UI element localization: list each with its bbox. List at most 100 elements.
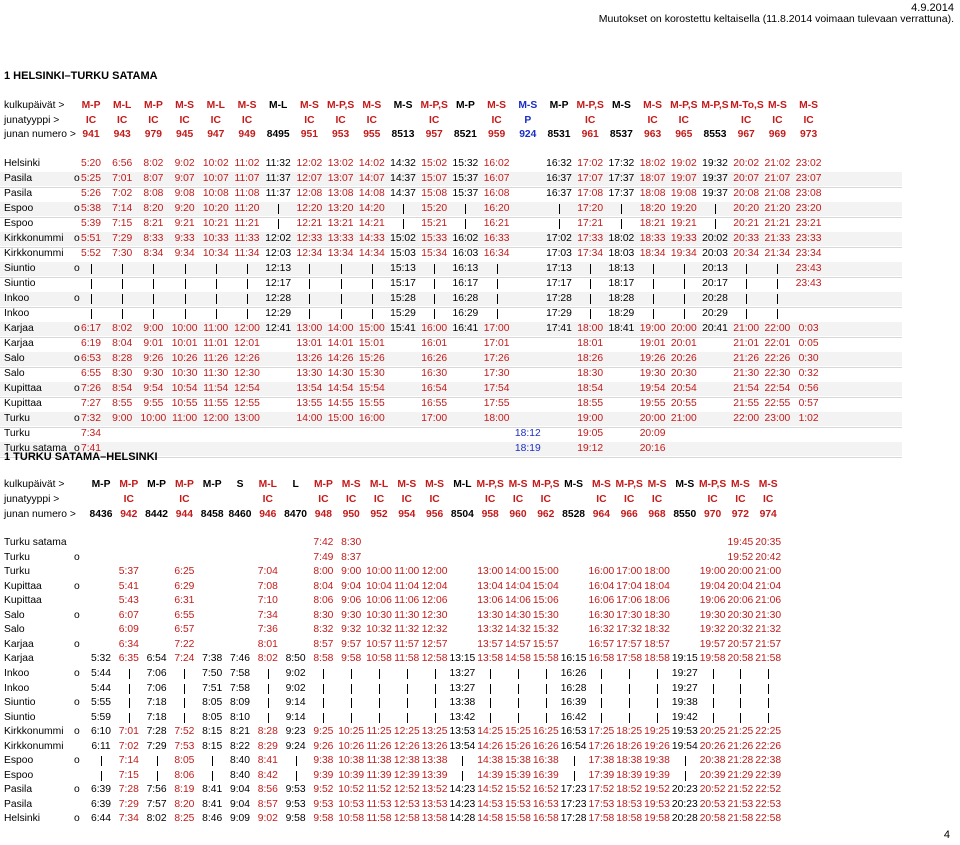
pass-through-mark [559, 204, 560, 214]
time-cell: 21:00 [670, 413, 697, 424]
time-cell: 10:39 [338, 769, 365, 781]
time-cell: 8:28 [112, 353, 133, 364]
time-cell: 15:08 [421, 188, 448, 199]
time-cell: 10:38 [338, 755, 365, 767]
time-cell: 15:17 [390, 278, 416, 289]
pass-through-mark [740, 712, 742, 723]
time-cell: 15:38 [505, 755, 531, 767]
pass-through-mark [184, 668, 186, 679]
station-name: Inkoo [4, 667, 30, 679]
time-cell: 12:04 [421, 580, 448, 592]
pass-through-mark [629, 683, 631, 694]
pass-through-mark [684, 756, 686, 767]
header-cell: M-P,S [420, 100, 448, 111]
time-cell: 15:28 [390, 293, 416, 304]
table-row: Kirkkonummi 6:11 7:02 7:29 7:53 8:15 8:22 8:29 9… [0, 740, 960, 754]
time-cell: 5:25 [80, 173, 102, 184]
station-name: Kupittaa [4, 398, 42, 409]
time-cell: 19:27 [671, 667, 698, 679]
time-cell: 15:32 [452, 158, 479, 169]
time-cell: 5:41 [118, 580, 139, 592]
time-cell: 19:42 [671, 711, 698, 723]
time-cell: 20:23 [671, 798, 698, 810]
time-cell: 15:37 [452, 173, 479, 184]
time-cell: 16:07 [483, 173, 510, 184]
time-cell: 20:26 [699, 740, 726, 752]
time-cell: 22:26 [755, 740, 782, 752]
time-cell: 20:54 [670, 383, 697, 394]
time-cell: 20:20 [733, 203, 760, 214]
time-cell: 19:20 [670, 203, 697, 214]
header-cell: 950 [342, 508, 360, 520]
pass-through-mark [309, 309, 311, 319]
time-cell: 17:37 [608, 188, 635, 199]
time-cell: 9:21 [174, 218, 195, 229]
time-cell: 21:00 [755, 566, 782, 578]
time-cell: 19:52 [644, 784, 670, 796]
pass-through-mark [340, 279, 342, 289]
header-cell: IC [346, 493, 357, 505]
time-cell: 17:06 [616, 595, 643, 607]
time-cell: 11:07 [234, 173, 260, 184]
time-cell: 17:30 [616, 609, 643, 621]
time-cell: 16:33 [483, 233, 510, 244]
header-cell: 942 [120, 508, 138, 520]
time-cell: 7:34 [257, 609, 278, 621]
change-note: Muutokset on korostettu keltaisella (11.… [598, 13, 954, 25]
time-cell: 18:06 [644, 595, 670, 607]
row-stripe [0, 172, 902, 186]
pass-through-mark [434, 712, 436, 723]
time-cell: 8:05 [202, 697, 223, 709]
time-cell: 17:29 [546, 308, 572, 319]
time-cell: 19:07 [670, 173, 697, 184]
time-cell: 15:54 [358, 383, 385, 394]
time-cell: 13:26 [421, 740, 448, 752]
table-row: Siuntio 12:17 15:17 16:17 17:17 18:17 20:17 23:… [0, 277, 960, 291]
time-cell: 17:52 [588, 784, 615, 796]
time-cell: 7:57 [146, 798, 167, 810]
time-cell: 22:54 [764, 383, 791, 394]
time-cell: 19:30 [699, 609, 726, 621]
pass-through-mark [153, 294, 155, 304]
header-cell: IC [624, 493, 635, 505]
time-cell: 19:04 [699, 580, 726, 592]
time-cell: 8:06 [313, 595, 334, 607]
time-cell: 7:49 [313, 551, 334, 563]
pass-through-mark [657, 683, 658, 694]
station-name: Turku satama [4, 537, 67, 548]
time-cell: 22:00 [764, 323, 791, 334]
time-cell: 14:21 [358, 218, 385, 229]
time-cell: 16:01 [421, 338, 448, 349]
time-cell: 10:58 [366, 653, 392, 665]
time-cell: 8:30 [341, 537, 362, 548]
time-cell: 18:01 [577, 338, 604, 349]
pass-through-mark [601, 698, 603, 709]
table-row: Kupittaa o 5:41 6:29 7:08 8:04 9:04 10:04 11:04 1… [0, 580, 960, 594]
pass-through-mark [215, 279, 217, 289]
time-cell: 8:20 [174, 798, 195, 810]
pass-through-mark [267, 712, 269, 723]
time-cell: 14:02 [358, 158, 385, 169]
time-cell: 19:45 [727, 537, 754, 548]
pass-through-mark [91, 264, 92, 274]
time-cell: 14:00 [296, 413, 323, 424]
time-cell: 12:00 [202, 413, 229, 424]
pass-through-mark [323, 712, 325, 723]
time-cell: 14:37 [390, 188, 416, 199]
time-cell: 21:29 [727, 769, 754, 781]
time-cell: 15:34 [421, 248, 448, 259]
table-row: Espoo o 5:38 7:14 8:20 9:20 10:20 11:20 12:20 13:… [0, 202, 960, 216]
time-cell: 13:00 [234, 413, 260, 424]
time-cell: 5:52 [80, 248, 102, 259]
station-name: Espoo [4, 203, 34, 214]
time-cell: 18:55 [577, 398, 604, 409]
pass-through-mark [490, 668, 492, 679]
pass-through-mark [351, 698, 353, 709]
header-cell: M-S [564, 479, 584, 490]
station-name: Espoo [4, 755, 34, 767]
time-cell: 19:55 [639, 398, 666, 409]
pass-through-mark [629, 668, 631, 679]
pass-through-mark [657, 698, 658, 709]
arrival-marker: o [74, 233, 80, 244]
pass-through-mark [309, 294, 311, 304]
